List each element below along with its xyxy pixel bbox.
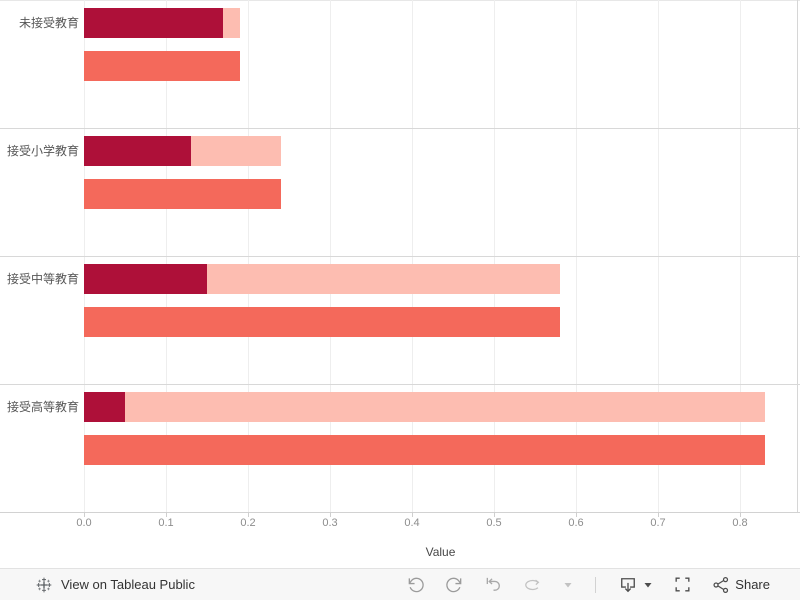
tableau-logo-icon [36,577,52,593]
row-separator [0,384,800,385]
x-axis-tick [412,512,413,517]
category-label[interactable]: 接受小学教育 [6,144,79,158]
category-label[interactable]: 接受中等教育 [6,272,79,286]
x-axis-tick [740,512,741,517]
bar-pink-segment[interactable] [223,8,240,38]
bar-total[interactable] [84,307,560,337]
x-axis-tick-label: 0.3 [322,517,338,529]
x-axis-title: Value [425,545,456,559]
x-axis-tick [576,512,577,517]
tableau-toolbar: View on Tableau Public [0,568,800,600]
x-axis-line [0,512,800,513]
undo-icon[interactable] [406,575,425,594]
x-axis-tick [494,512,495,517]
refresh-icon[interactable] [523,576,543,594]
fullscreen-icon[interactable] [673,575,692,594]
toolbar-actions: Share [406,575,770,595]
share-icon [712,576,730,594]
redo-icon[interactable] [445,575,464,594]
x-axis-tick [84,512,85,517]
view-on-tableau-public-label: View on Tableau Public [61,577,195,592]
revert-icon[interactable] [484,575,503,594]
chart-area: 未接受教育接受小学教育 接受中等教育 接受高等教育 [0,0,800,513]
bar-pink-segment[interactable] [207,264,560,294]
share-label: Share [735,577,770,592]
x-axis-tick-label: 0.8 [732,517,748,529]
view-on-tableau-public-link[interactable]: View on Tableau Public [36,577,195,593]
x-axis-tick [330,512,331,517]
bar-total[interactable] [84,435,765,465]
bar-dark-segment[interactable] [84,392,125,422]
x-axis-tick [248,512,249,517]
x-axis-tick [166,512,167,517]
x-axis-tick-label: 0.1 [158,517,174,529]
category-label[interactable]: 接受高等教育 [6,400,79,414]
bar-total[interactable] [84,51,240,81]
x-axis-tick-label: 0.7 [650,517,666,529]
bar-dark-segment[interactable] [84,8,224,38]
toolbar-divider [595,576,597,593]
bar-pink-segment[interactable] [125,392,765,422]
bar-dark-segment[interactable] [84,136,191,166]
download-caret-icon [643,580,653,590]
x-axis-tick [658,512,659,517]
row-separator [0,256,800,257]
x-axis-tick-label: 0.2 [240,517,256,529]
category-label[interactable]: 未接受教育 [18,16,79,30]
x-axis-tick-label: 0.6 [568,517,584,529]
download-button[interactable] [618,575,653,595]
share-button[interactable]: Share [712,576,770,594]
pane-top-border [0,0,800,1]
bar-dark-segment[interactable] [84,264,207,294]
download-icon [618,575,638,595]
bar-pink-segment[interactable] [190,136,281,166]
x-axis-tick-label: 0.0 [76,517,92,529]
caret-down-icon[interactable] [563,580,573,590]
row-separator [0,128,800,129]
x-axis-tick-label: 0.5 [486,517,502,529]
x-axis-tick-label: 0.4 [404,517,420,529]
bar-total[interactable] [84,179,281,209]
